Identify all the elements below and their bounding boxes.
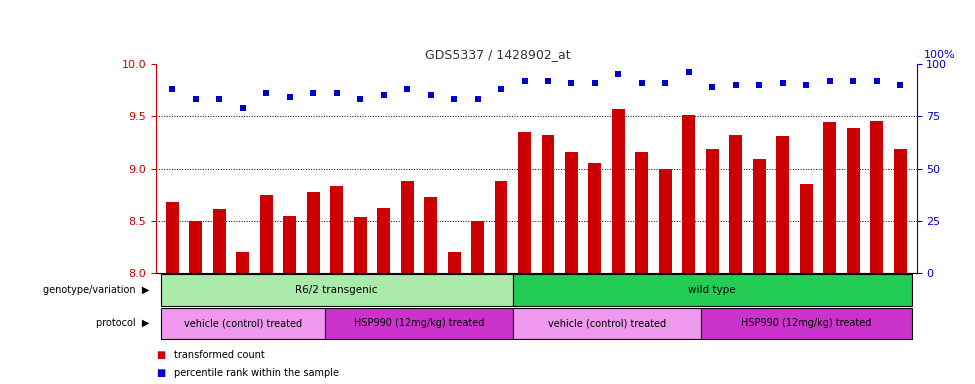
- Point: [517, 78, 532, 84]
- Bar: [424, 197, 437, 273]
- Text: vehicle (control) treated: vehicle (control) treated: [548, 318, 666, 328]
- Point: [352, 96, 368, 103]
- Title: GDS5337 / 1428902_at: GDS5337 / 1428902_at: [425, 48, 571, 61]
- Point: [235, 105, 251, 111]
- Bar: [494, 181, 508, 273]
- Point: [799, 82, 814, 88]
- FancyBboxPatch shape: [701, 308, 912, 339]
- Bar: [448, 253, 460, 273]
- Point: [212, 96, 227, 103]
- Point: [610, 71, 626, 77]
- Point: [282, 94, 297, 100]
- Bar: [236, 253, 250, 273]
- Bar: [612, 109, 625, 273]
- Bar: [354, 217, 367, 273]
- Point: [493, 86, 509, 92]
- Point: [376, 92, 392, 98]
- Point: [705, 84, 721, 90]
- Bar: [401, 181, 413, 273]
- Point: [258, 90, 274, 96]
- Bar: [565, 152, 578, 273]
- FancyBboxPatch shape: [325, 308, 513, 339]
- Text: ■: ■: [156, 368, 165, 378]
- Bar: [800, 184, 812, 273]
- Point: [447, 96, 462, 103]
- Point: [822, 78, 838, 84]
- Point: [869, 78, 884, 84]
- Bar: [894, 149, 907, 273]
- Text: protocol  ▶: protocol ▶: [96, 318, 149, 328]
- Text: HSP990 (12mg/kg) treated: HSP990 (12mg/kg) treated: [354, 318, 484, 328]
- Text: transformed count: transformed count: [174, 350, 264, 360]
- Bar: [166, 202, 178, 273]
- Bar: [189, 221, 203, 273]
- Point: [587, 79, 603, 86]
- Point: [188, 96, 204, 103]
- Point: [470, 96, 486, 103]
- Bar: [659, 169, 672, 273]
- Point: [329, 90, 344, 96]
- Bar: [870, 121, 883, 273]
- Point: [845, 78, 861, 84]
- Point: [400, 86, 415, 92]
- Bar: [706, 149, 719, 273]
- Bar: [377, 209, 390, 273]
- Point: [305, 90, 321, 96]
- Point: [752, 82, 767, 88]
- Point: [423, 92, 439, 98]
- Bar: [682, 115, 695, 273]
- Point: [165, 86, 180, 92]
- Bar: [260, 195, 273, 273]
- Bar: [331, 187, 343, 273]
- Bar: [636, 152, 648, 273]
- Point: [892, 82, 908, 88]
- Bar: [471, 221, 484, 273]
- Bar: [213, 210, 226, 273]
- Bar: [823, 122, 837, 273]
- Text: ■: ■: [156, 350, 165, 360]
- Text: HSP990 (12mg/kg) treated: HSP990 (12mg/kg) treated: [741, 318, 872, 328]
- Bar: [776, 136, 789, 273]
- FancyBboxPatch shape: [513, 275, 912, 306]
- Bar: [729, 135, 742, 273]
- Text: 100%: 100%: [924, 50, 956, 60]
- Text: R6/2 transgenic: R6/2 transgenic: [295, 285, 378, 295]
- Text: genotype/variation  ▶: genotype/variation ▶: [43, 285, 149, 295]
- Point: [728, 82, 744, 88]
- Point: [634, 79, 649, 86]
- Point: [775, 79, 791, 86]
- Bar: [589, 163, 602, 273]
- Bar: [541, 135, 555, 273]
- Bar: [518, 132, 531, 273]
- FancyBboxPatch shape: [161, 275, 513, 306]
- Bar: [284, 216, 296, 273]
- Text: vehicle (control) treated: vehicle (control) treated: [183, 318, 302, 328]
- Point: [564, 79, 579, 86]
- FancyBboxPatch shape: [513, 308, 701, 339]
- FancyBboxPatch shape: [161, 308, 325, 339]
- Text: wild type: wild type: [688, 285, 736, 295]
- Bar: [846, 128, 860, 273]
- Point: [657, 79, 673, 86]
- Point: [540, 78, 556, 84]
- Point: [681, 69, 696, 75]
- Text: percentile rank within the sample: percentile rank within the sample: [174, 368, 338, 378]
- Bar: [753, 159, 765, 273]
- Bar: [307, 192, 320, 273]
